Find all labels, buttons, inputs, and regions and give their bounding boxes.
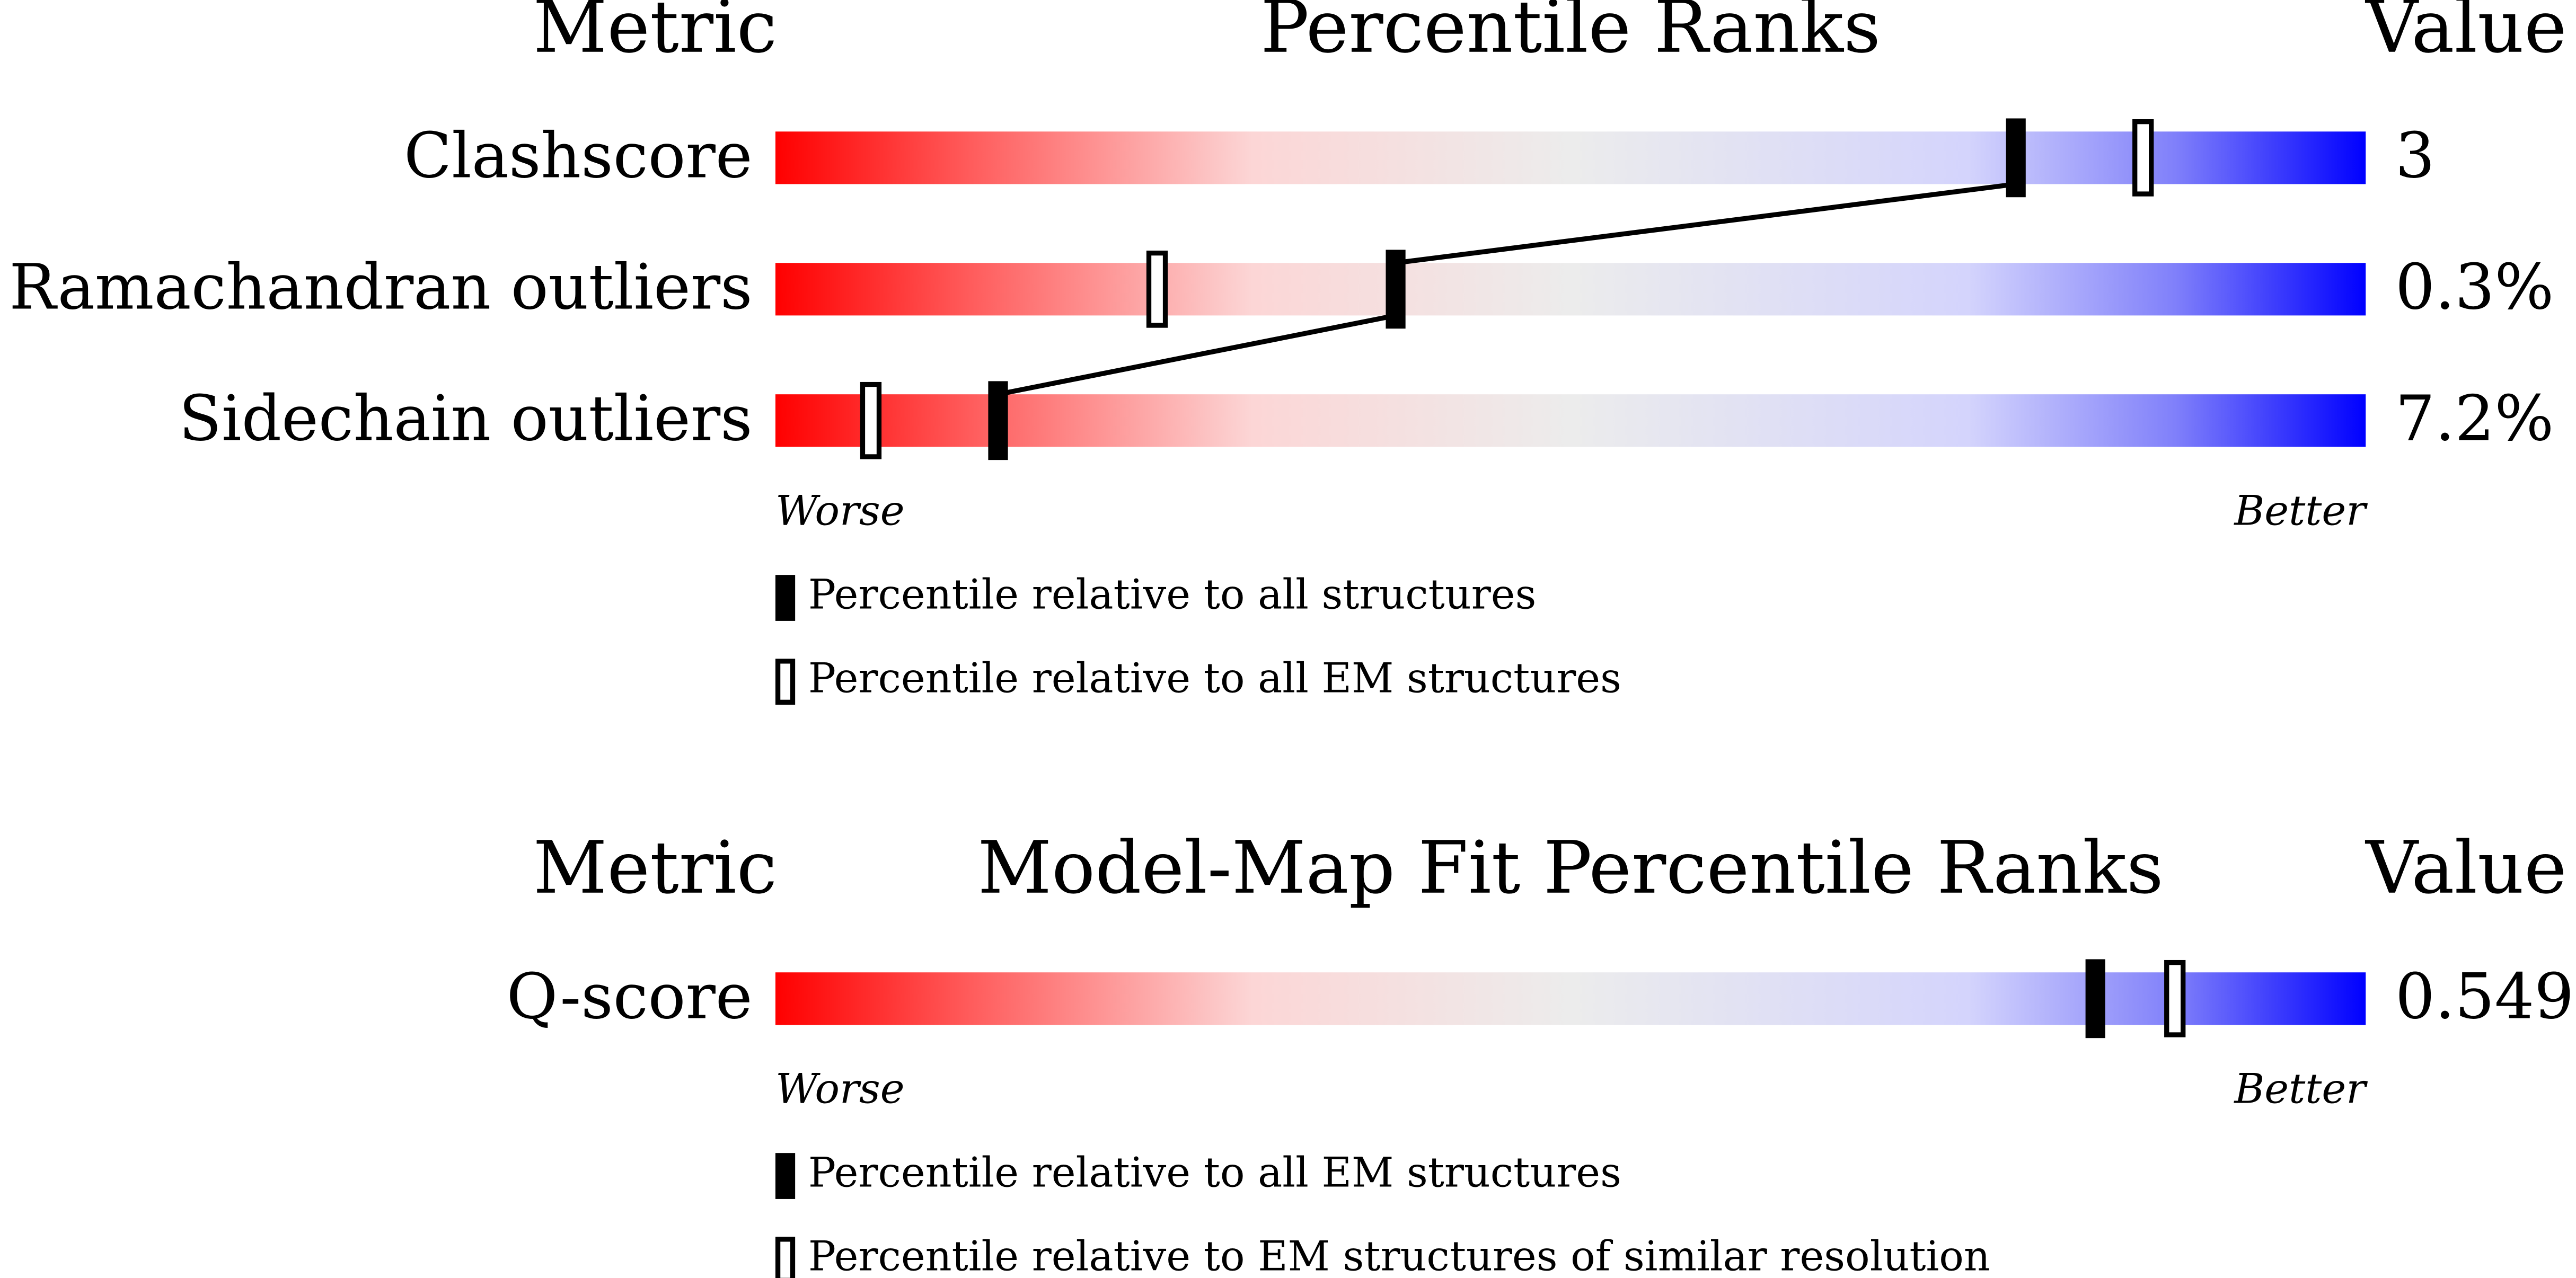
better-label: Better	[2233, 487, 2368, 535]
metric-value: 7.2%	[2395, 383, 2554, 455]
worse-label: Worse	[775, 1065, 905, 1113]
marker-open	[1146, 250, 1168, 328]
metric-name: Q-score	[507, 961, 753, 1033]
metric-header: Metric	[533, 0, 777, 69]
panel-title: Percentile Ranks	[1260, 0, 1881, 69]
legend-swatch-open	[775, 1237, 796, 1278]
value-header: Value	[2365, 0, 2566, 69]
connector	[1395, 181, 2016, 265]
metric-value: 3	[2395, 120, 2435, 192]
marker-open	[2164, 960, 2186, 1037]
metric-value: 0.549	[2395, 961, 2574, 1033]
metric-name: Sidechain outliers	[179, 383, 752, 455]
metric-name: Clashscore	[404, 120, 753, 192]
worse-label: Worse	[775, 487, 905, 535]
percentile-bar	[775, 394, 2366, 447]
percentile-bar	[775, 263, 2366, 316]
legend-label: Percentile relative to EM structures of …	[808, 1233, 1990, 1278]
value-header: Value	[2365, 826, 2566, 910]
legend-label: Percentile relative to all structures	[808, 571, 1536, 619]
percentile-bar	[775, 131, 2366, 184]
percentile-bar	[775, 972, 2366, 1025]
legend-label: Percentile relative to all EM structures	[808, 1149, 1621, 1197]
marker-open	[860, 381, 882, 459]
panel-title: Model-Map Fit Percentile Ranks	[977, 826, 2163, 910]
metric-header: Metric	[533, 826, 777, 910]
legend-swatch-filled	[775, 1153, 796, 1199]
legend-swatch-filled	[775, 575, 796, 621]
better-label: Better	[2233, 1065, 2368, 1113]
metric-value: 0.3%	[2395, 251, 2554, 324]
marker-filled	[2085, 959, 2105, 1039]
connector	[998, 313, 1396, 397]
marker-open	[2132, 119, 2154, 197]
legend-swatch-open	[775, 659, 796, 705]
metric-name: Ramachandran outliers	[9, 251, 752, 324]
legend-label: Percentile relative to all EM structures	[808, 655, 1621, 703]
